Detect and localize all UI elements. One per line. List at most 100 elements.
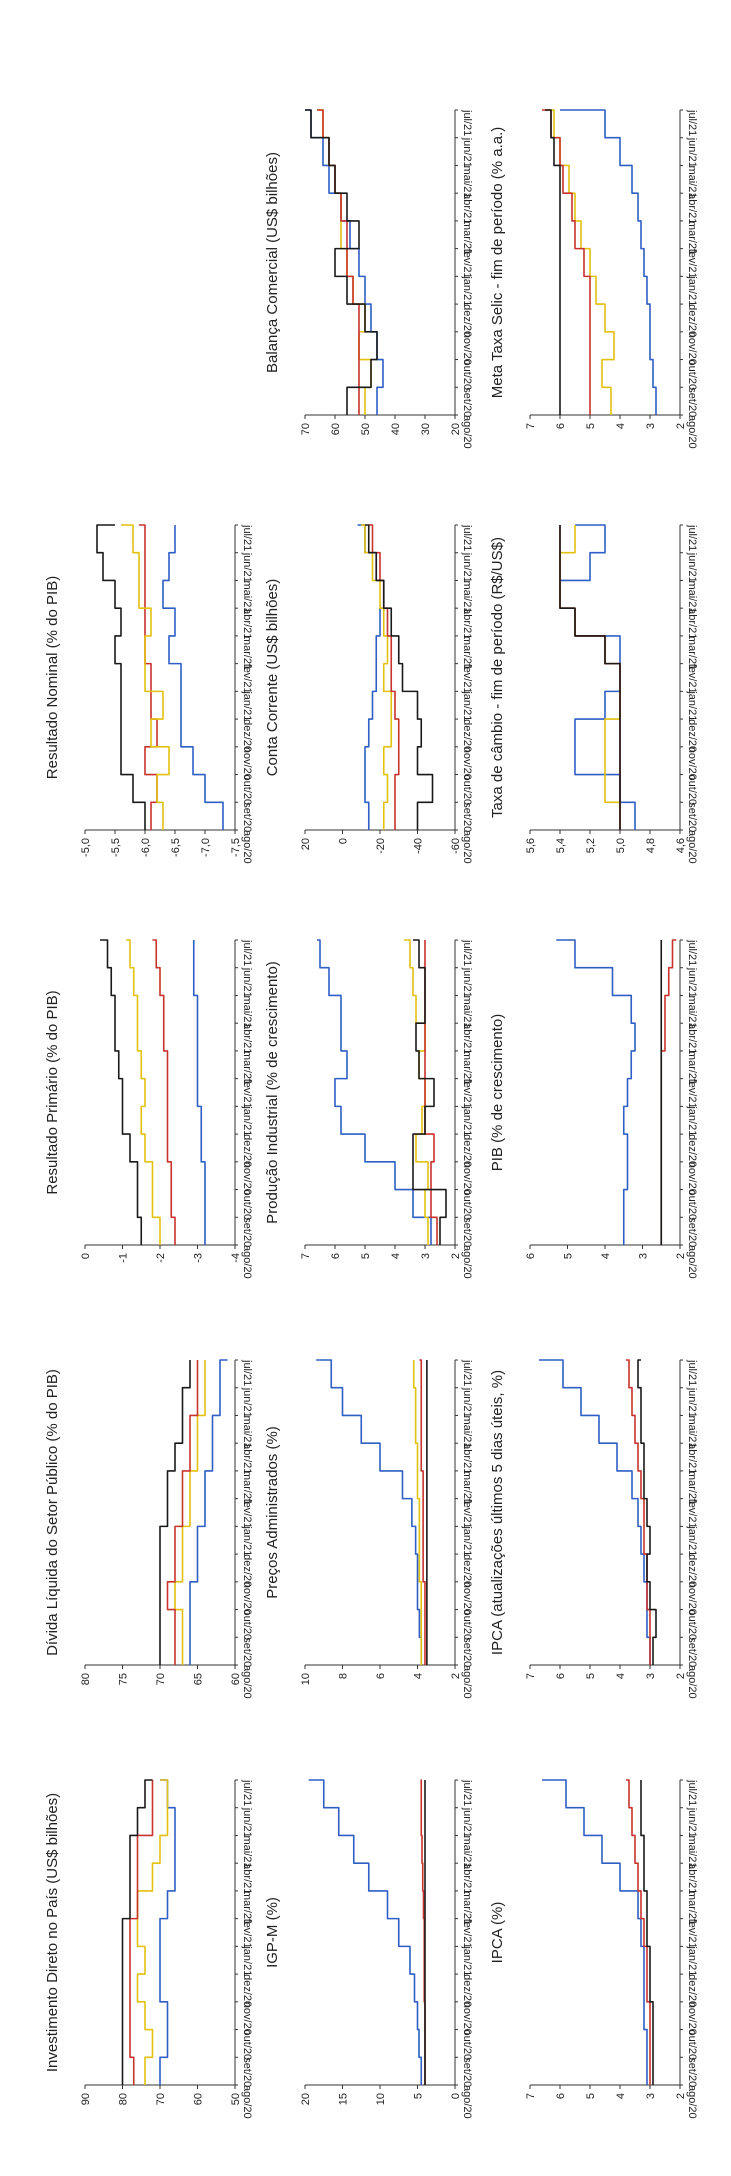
time-tick-label: set/20 xyxy=(241,1217,253,1247)
time-tick-label: set/20 xyxy=(241,2057,253,2087)
time-tick-label: dez/20 xyxy=(461,1974,473,2007)
time-tick-label: ago/20 xyxy=(461,830,473,864)
time-tick-label: set/20 xyxy=(241,1637,253,1667)
time-tick-label: dez/20 xyxy=(686,1134,698,1167)
time-tick-label: mai/21 xyxy=(461,165,473,198)
chart-nominal: -7,5 -7,0 -6,5 -6,0 -5,5 -5,0 ago/20set/20out/… xyxy=(44,524,253,864)
time-tick-label: nov/20 xyxy=(686,1582,698,1615)
time-tick-label: out/20 xyxy=(241,775,253,806)
series-line-blue xyxy=(192,940,206,1245)
value-tick-label: 10 xyxy=(375,2093,387,2105)
value-tick-label: 4 xyxy=(615,2093,627,2099)
series-line-black xyxy=(412,939,447,1245)
time-tick-label: jul/21 xyxy=(461,1359,473,1386)
time-tick-label: jul/21 xyxy=(686,524,698,551)
time-tick-label: ago/20 xyxy=(241,1245,253,1279)
value-tick-label: 5 xyxy=(585,423,597,429)
value-tick-label: 70 xyxy=(300,423,312,435)
time-tick-label: abr/21 xyxy=(461,1863,473,1894)
chart-cambio: 4,6 4,8 5,0 5,2 5,4 5,6 ago/20set/20out/20nov/… xyxy=(489,524,698,864)
series-line-black xyxy=(545,109,561,415)
value-tick-label: 4 xyxy=(615,1673,627,1679)
time-tick-label: dez/20 xyxy=(461,1554,473,1587)
series-line-yellow xyxy=(412,1360,423,1665)
series-line-blue xyxy=(189,1359,228,1665)
value-tick-label: 40 xyxy=(390,423,402,435)
value-tick-label: 10 xyxy=(300,1673,312,1685)
time-tick-label: set/20 xyxy=(686,802,698,832)
time-tick-label: abr/21 xyxy=(686,1023,698,1054)
time-tick-label: jan/21 xyxy=(241,1525,253,1556)
value-tick-label: -20 xyxy=(375,838,387,854)
value-tick-label: 3 xyxy=(638,1253,650,1259)
value-tick-label: 2 xyxy=(675,1253,687,1259)
value-tick-label: 5 xyxy=(413,2093,425,2099)
time-tick-label: nov/20 xyxy=(686,332,698,365)
time-tick-label: out/20 xyxy=(461,1190,473,1221)
time-tick-label: set/20 xyxy=(686,1217,698,1247)
chart-title: Preços Administrados (%) xyxy=(264,1426,281,1599)
time-tick-label: fev/21 xyxy=(686,1079,698,1109)
series-line-black xyxy=(100,939,143,1245)
time-tick-label: nov/20 xyxy=(241,747,253,780)
value-tick-label: 7 xyxy=(525,423,537,429)
time-tick-label: jul/21 xyxy=(686,939,698,966)
time-tick-label: mar/21 xyxy=(241,1891,253,1925)
time-tick-label: mai/21 xyxy=(686,580,698,613)
time-tick-label: out/20 xyxy=(241,2030,253,2061)
time-tick-label: nov/20 xyxy=(241,1582,253,1615)
value-tick-label: -7,5 xyxy=(230,838,242,857)
series-line-black xyxy=(159,1360,191,1665)
time-tick-label: mar/21 xyxy=(241,1051,253,1085)
time-tick-label: ago/20 xyxy=(241,830,253,864)
value-tick-label: 2 xyxy=(675,2093,687,2099)
time-tick-label: jan/21 xyxy=(461,1105,473,1136)
chart-title: Produção Industrial (% de crescimento) xyxy=(264,961,281,1224)
value-tick-label: 4 xyxy=(413,1673,425,1679)
time-tick-label: out/20 xyxy=(686,360,698,391)
time-tick-label: fev/21 xyxy=(461,249,473,279)
time-tick-label: abr/21 xyxy=(686,1863,698,1894)
value-tick-label: 6 xyxy=(525,1253,537,1259)
time-tick-label: jul/21 xyxy=(461,524,473,551)
value-tick-label: 15 xyxy=(338,2093,350,2105)
value-tick-label: 2 xyxy=(675,423,687,429)
series-line-red xyxy=(424,940,438,1245)
chart-title: Conta Corrente (US$ bilhões) xyxy=(264,579,281,777)
value-tick-label: 50 xyxy=(360,423,372,435)
series-line-blue xyxy=(317,939,432,1245)
time-tick-label: mar/21 xyxy=(686,636,698,670)
value-tick-label: 20 xyxy=(300,2093,312,2105)
chart-title: Resultado Primário (% do PIB) xyxy=(44,990,61,1194)
time-tick-label: dez/20 xyxy=(241,1134,253,1167)
time-tick-label: mai/21 xyxy=(686,1415,698,1448)
time-tick-label: ago/20 xyxy=(241,2085,253,2119)
time-tick-label: jul/21 xyxy=(461,939,473,966)
value-tick-label: 60 xyxy=(193,2093,205,2105)
time-tick-label: jun/21 xyxy=(686,1387,698,1418)
time-tick-label: abr/21 xyxy=(461,1023,473,1054)
chart-balanca: 20 30 40 50 60 70 ago/20set/20out/20nov/20dez/… xyxy=(264,109,473,449)
value-tick-label: 5 xyxy=(563,1253,575,1259)
value-tick-label: 5,4 xyxy=(555,838,567,853)
chart-title: Dívida Líquida do Setor Público (% do PI… xyxy=(44,1369,61,1656)
value-tick-label: 90 xyxy=(80,2093,92,2105)
time-tick-label: nov/20 xyxy=(686,747,698,780)
time-tick-label: ago/20 xyxy=(461,1245,473,1279)
time-tick-label: fev/21 xyxy=(686,1919,698,1949)
time-tick-label: out/20 xyxy=(461,1610,473,1641)
chart-ipca: 2 3 4 5 6 7 ago/20set/20out/20nov/20dez/20jan/… xyxy=(489,1779,698,2119)
time-tick-label: jan/21 xyxy=(686,690,698,721)
time-tick-label: mar/21 xyxy=(461,1891,473,1925)
time-tick-label: ago/20 xyxy=(461,2085,473,2119)
time-tick-label: jun/21 xyxy=(686,137,698,168)
chart-selic: 2 3 4 5 6 7 ago/20set/20out/20nov/20dez/20jan/… xyxy=(489,109,698,449)
value-tick-label: 7 xyxy=(525,1673,537,1679)
value-tick-label: 6 xyxy=(330,1253,342,1259)
time-tick-label: jun/21 xyxy=(241,552,253,583)
value-tick-label: 4 xyxy=(600,1253,612,1259)
value-tick-label: 20 xyxy=(300,838,312,850)
time-tick-label: dez/20 xyxy=(686,304,698,337)
time-tick-label: ago/20 xyxy=(461,1665,473,1699)
